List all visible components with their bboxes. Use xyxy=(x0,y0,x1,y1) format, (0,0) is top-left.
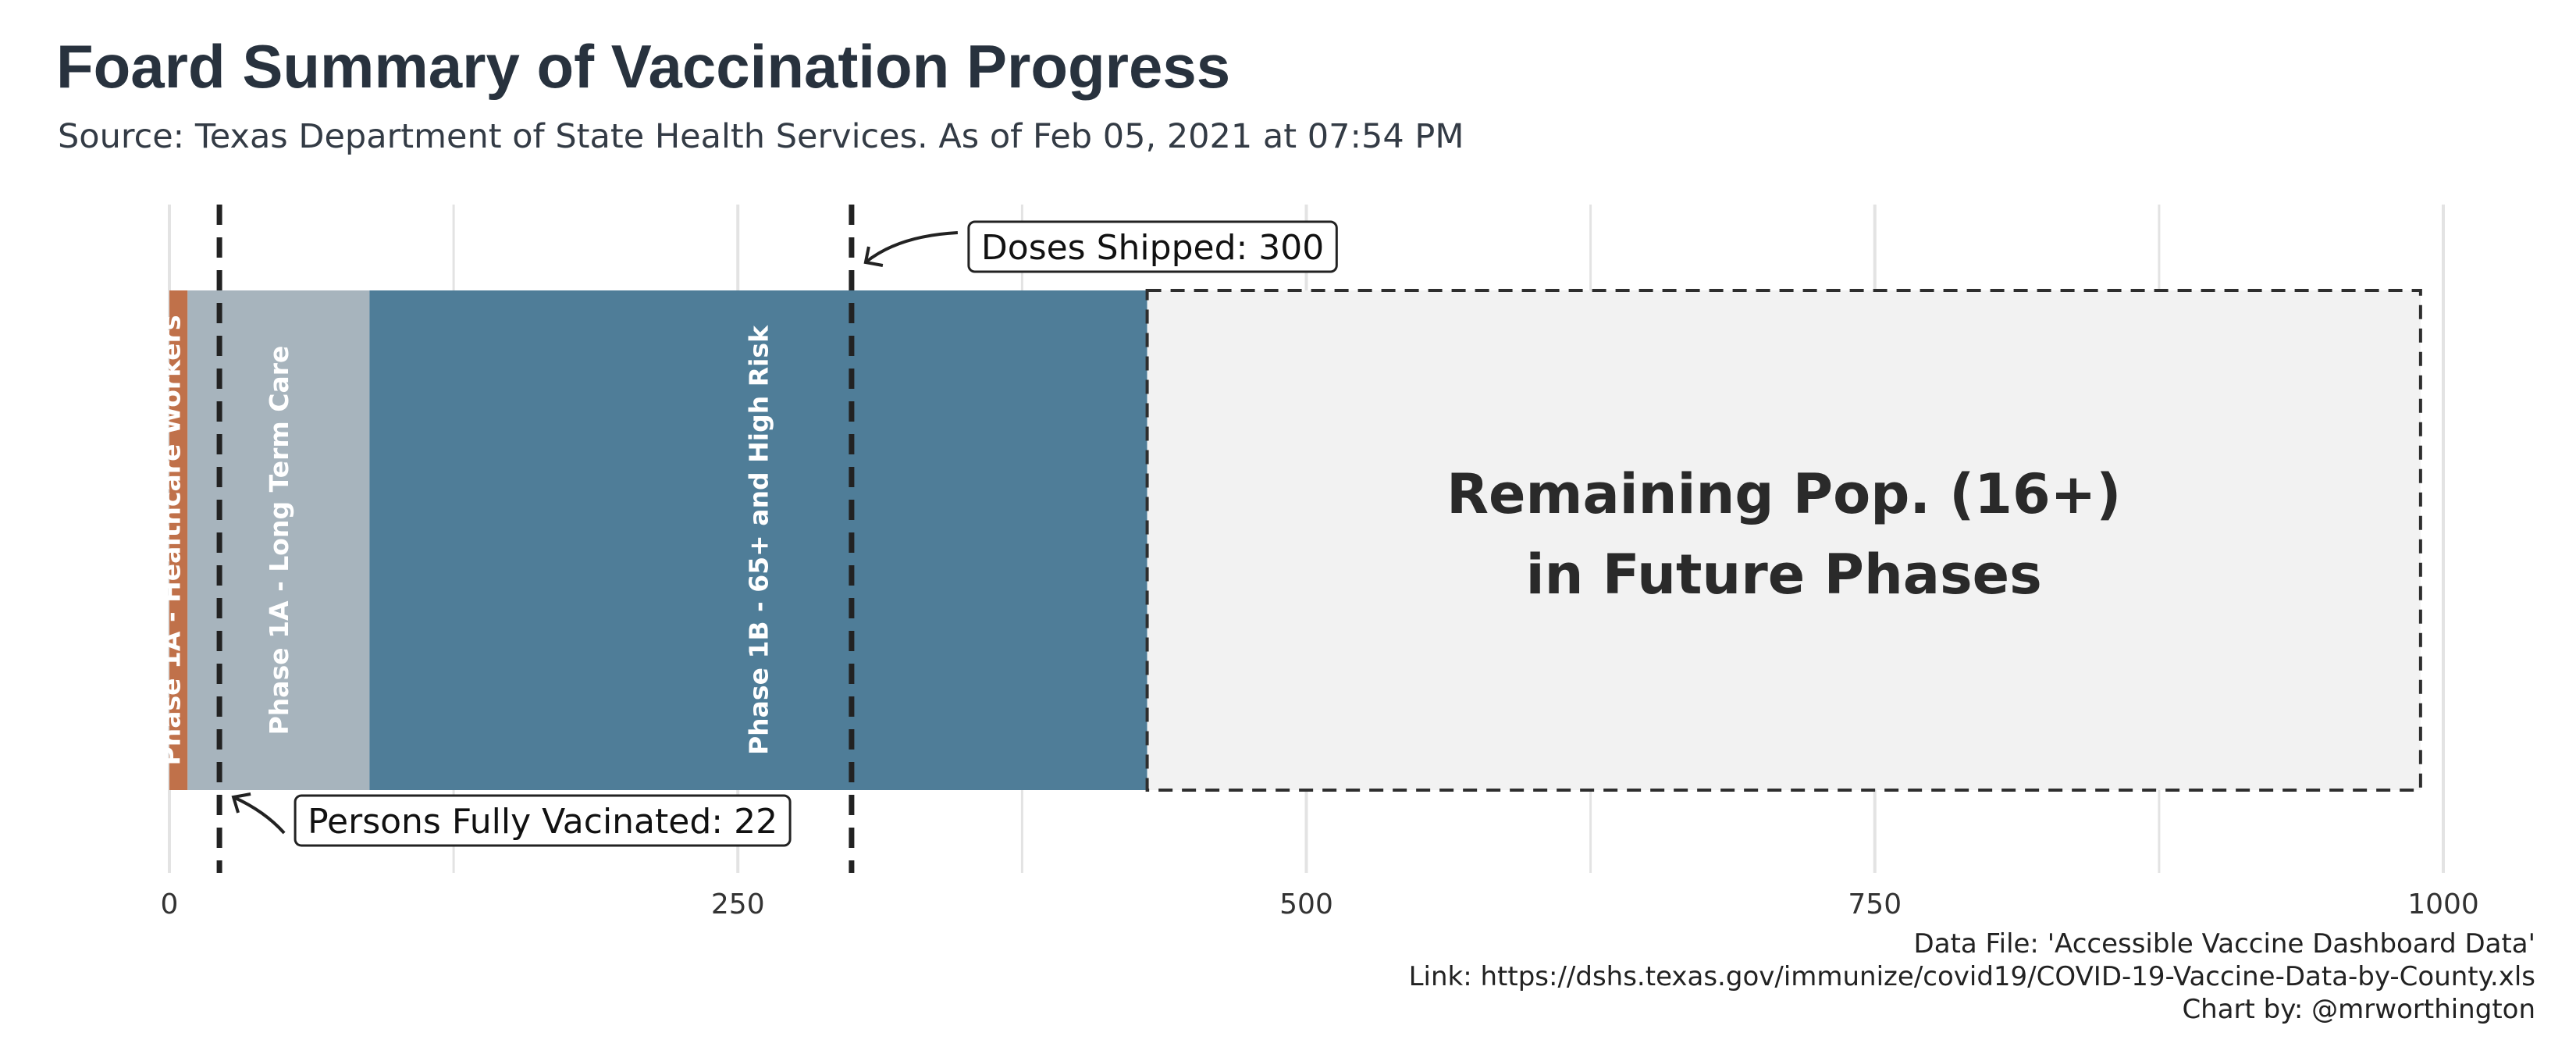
segment-label-1: Phase 1A - Long Term Care xyxy=(264,346,294,735)
persons_fully_vaccinated-annotation-box xyxy=(294,794,792,847)
bar-segment-0 xyxy=(169,290,188,790)
remaining-label-line1: Remaining Pop. (16+) xyxy=(1446,462,2121,526)
segment-label-2: Phase 1B - 65+ and High Risk xyxy=(743,325,774,755)
doses_shipped-annotation-box xyxy=(967,220,1338,273)
chart-title: Foard Summary of Vaccination Progress xyxy=(56,32,1231,101)
reference-lines: Persons Fully Vacinated: 22 Doses Shipped… xyxy=(216,205,1338,873)
caption-credit: Chart by: @mrworthington xyxy=(2182,994,2535,1025)
x-tick-label: 0 xyxy=(161,888,179,920)
x-tick-label: 250 xyxy=(711,888,765,920)
x-tick-label: 1000 xyxy=(2407,888,2479,920)
caption-link: Link: https://dshs.texas.gov/immunize/co… xyxy=(1408,961,2535,992)
doses_shipped-arrowhead xyxy=(863,246,884,267)
remaining-label-line2: in Future Phases xyxy=(1526,543,2042,607)
x-axis-ticks: 0 250 500 750 1000 xyxy=(161,888,2479,920)
caption-data-file: Data File: 'Accessible Vaccine Dashboard… xyxy=(1913,928,2535,960)
segment-labels: Phase 1A - Healthcare Workers Phase 1A - … xyxy=(156,315,2122,766)
persons_fully_vaccinated-arrowhead xyxy=(231,792,251,814)
x-tick-label: 750 xyxy=(1848,888,1902,920)
doses_shipped-arrow xyxy=(864,231,959,264)
bar-segment-2 xyxy=(369,290,1147,790)
x-tick-label: 500 xyxy=(1279,888,1333,920)
chart-subtitle: Source: Texas Department of State Health… xyxy=(58,117,1464,156)
chart-caption: Data File: 'Accessible Vaccine Dashboard… xyxy=(1409,928,2535,1026)
bar-segment-3 xyxy=(1145,289,2422,792)
segment-label-0: Phase 1A - Healthcare Workers xyxy=(156,315,187,766)
persons_fully_vaccinated-annotation-text: Persons Fully Vacinated: 22 xyxy=(308,802,777,842)
persons_fully_vaccinated-arrow xyxy=(233,796,286,835)
doses_shipped-annotation-text: Doses Shipped: 300 xyxy=(981,228,1324,268)
bars xyxy=(169,289,2422,792)
